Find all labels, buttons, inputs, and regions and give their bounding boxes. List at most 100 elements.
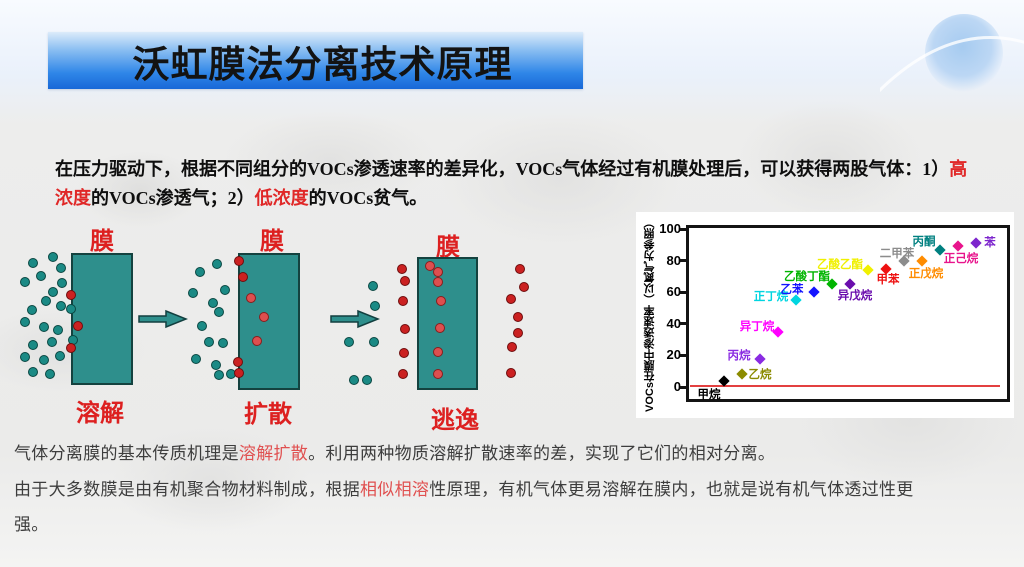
data-point-label-乙酸丁酯: 乙酸丁酯: [784, 271, 830, 284]
globe-decoration: [925, 14, 1003, 92]
molecule-dot: [212, 259, 222, 269]
data-point-乙酸乙酯: [862, 264, 874, 276]
data-point-label-二甲苯: 二甲苯: [879, 247, 915, 260]
title-banner: 沃虹膜法分离技术原理: [48, 32, 583, 89]
caption-escape: 逃逸: [431, 408, 479, 434]
molecule-dot: [226, 369, 236, 379]
molecule-dot: [197, 321, 207, 331]
molecule-dot: [53, 325, 63, 335]
molecule-dot: [433, 369, 443, 379]
molecule-dot: [48, 287, 58, 297]
molecule-dot: [204, 337, 214, 347]
molecule-dot: [349, 375, 359, 385]
y-tick-mark: [680, 259, 687, 263]
molecule-dot: [506, 368, 516, 378]
data-point-label-甲苯: 甲苯: [876, 273, 900, 286]
intro-paragraph: 在压力驱动下，根据不同组分的VOCs渗透速率的差异化，VOCs气体经过有机膜处理…: [55, 155, 970, 213]
molecule-dot: [400, 324, 410, 334]
molecule-dot: [370, 301, 380, 311]
molecule-dot: [39, 355, 49, 365]
molecule-dot: [28, 340, 38, 350]
data-point-label-正戊烷: 正戊烷: [908, 267, 944, 280]
caption-diffusion: 扩散: [244, 402, 292, 428]
molecule-dot: [39, 322, 49, 332]
molecule-dot: [425, 261, 435, 271]
molecule-dot: [234, 256, 244, 266]
molecule-dot: [369, 337, 379, 347]
molecule-dot: [220, 285, 230, 295]
molecule-dot: [66, 304, 76, 314]
molecule-dot: [211, 360, 221, 370]
molecule-dot: [208, 298, 218, 308]
molecule-dot: [66, 290, 76, 300]
chart-plot-area: 0 20 40 60 80 100 甲烷 乙烷 丙烷 异丁烷 正丁烷 乙苯 乙酸丁酯 异戊烷 乙酸乙酯 甲苯 二…: [659, 221, 1010, 402]
mechanism-highlight-dissolution-diffusion: 溶解扩散: [238, 444, 309, 463]
intro-highlight-low-concentration: 低浓度: [254, 188, 309, 209]
molecule-dot: [252, 336, 262, 346]
molecule-dot: [20, 317, 30, 327]
mechanism-highlight-like-dissolves-like: 相似相溶: [360, 479, 430, 499]
data-point-乙烷: [736, 368, 748, 381]
intro-text: 的VOCs渗透气；2）: [91, 188, 255, 209]
molecule-dot: [435, 323, 445, 333]
y-tick-mark: [680, 385, 687, 389]
data-point-label-异戊烷: 异戊烷: [837, 290, 873, 303]
molecule-dot: [28, 258, 38, 268]
membrane-rect-1: [71, 253, 133, 385]
molecule-dot: [68, 335, 78, 345]
molecule-dot: [66, 343, 76, 353]
data-point-label-正丁烷: 正丁烷: [753, 291, 789, 304]
intro-highlight-high-concentration: 高浓度: [55, 159, 968, 209]
molecule-dot: [368, 281, 378, 291]
y-tick-label: 80: [666, 252, 681, 268]
data-point-苯: [970, 237, 982, 249]
molecule-dot: [214, 307, 224, 317]
molecule-dot: [397, 264, 407, 274]
molecule-dot: [398, 296, 408, 306]
molecule-dot: [188, 288, 198, 298]
data-point-label-苯: 苯: [984, 237, 996, 250]
mechanism-text: 性原理，有机气体更易溶解在膜内，也就是说有机气体透过性更强。: [14, 479, 914, 535]
molecule-dot: [47, 337, 57, 347]
data-point-label-丙酮: 丙酮: [912, 235, 936, 248]
arrow-right-icon: [330, 309, 380, 329]
y-tick-mark: [680, 227, 687, 231]
data-point-label-甲烷: 甲烷: [697, 388, 721, 401]
molecule-dot: [519, 282, 529, 292]
membrane-label-2: 膜: [260, 229, 284, 255]
membrane-label-3: 膜: [436, 235, 460, 261]
data-point-label-乙苯: 乙苯: [780, 284, 804, 297]
molecule-dot: [433, 347, 443, 357]
molecule-dot: [400, 276, 410, 286]
data-point-label-正己烷: 正己烷: [943, 253, 979, 266]
molecule-dot: [233, 357, 243, 367]
y-tick-label: 0: [673, 379, 681, 394]
molecule-dot: [55, 351, 65, 361]
molecule-dot: [513, 328, 523, 338]
molecule-dot: [259, 312, 269, 322]
molecule-dot: [41, 296, 51, 306]
y-tick-label: 100: [659, 221, 681, 237]
y-tick-label: 20: [666, 347, 681, 363]
molecule-dot: [513, 312, 523, 322]
molecule-dot: [56, 301, 66, 311]
molecule-dot: [27, 305, 37, 315]
mechanism-text: 由于大多数膜是由有机聚合物材料制成，根据: [14, 479, 360, 499]
molecule-dot: [507, 342, 517, 352]
arrow-right-icon: [138, 309, 188, 329]
molecule-dot: [433, 277, 443, 287]
molecule-dot: [20, 277, 30, 287]
molecule-dot: [28, 367, 38, 377]
molecule-dot: [45, 369, 55, 379]
nitrogen-reference-line: [690, 385, 1000, 388]
membrane-label-1: 膜: [90, 229, 114, 255]
mechanism-paragraph: 气体分离膜的基本传质机理是溶解扩散。利用两种物质溶解扩散速率的差，实现了它们的相…: [14, 436, 914, 543]
molecule-dot: [238, 272, 248, 282]
mechanism-text: 。利用两种物质溶解扩散速率的差，实现了它们的相对分离。: [308, 444, 776, 463]
molecule-dot: [218, 338, 228, 348]
page-title: 沃虹膜法分离技术原理: [132, 43, 513, 85]
molecule-dot: [214, 370, 224, 380]
molecule-dot: [73, 321, 83, 331]
molecule-dot: [191, 354, 201, 364]
